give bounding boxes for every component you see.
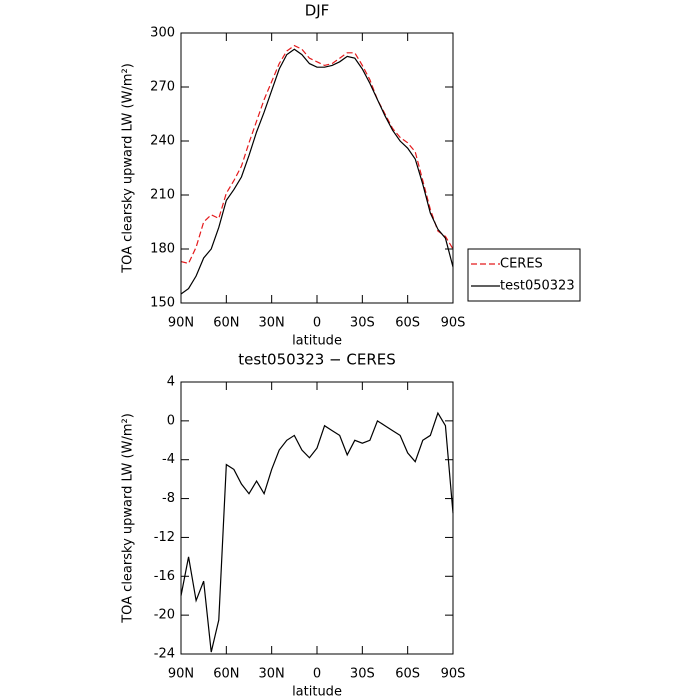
x-tick-label: 60S — [395, 316, 420, 331]
x-axis-label: latitude — [292, 334, 342, 349]
plot-frame — [180, 381, 454, 655]
y-tick-label: -4 — [162, 452, 175, 467]
x-tick-label: 30S — [350, 316, 375, 331]
x-tick-label: 90N — [168, 316, 194, 331]
y-tick-label: -24 — [154, 647, 175, 662]
x-tick-label: 30N — [259, 667, 285, 682]
x-tick-label: 60N — [213, 667, 239, 682]
y-tick-label: -16 — [154, 569, 175, 584]
x-tick-label: 0 — [313, 316, 321, 331]
y-axis-label: TOA clearsky upward LW (W/m²) — [121, 413, 136, 624]
y-tick-label: 180 — [150, 242, 175, 257]
plot-frame — [180, 32, 454, 304]
chart-title: test050323 − CERES — [238, 351, 396, 369]
y-tick-label: 240 — [150, 134, 175, 149]
y-tick-label: 270 — [150, 80, 175, 95]
legend-label: test050323 — [500, 279, 575, 294]
x-axis-label: latitude — [292, 685, 342, 700]
x-tick-label: 30N — [259, 316, 285, 331]
y-tick-label: 300 — [150, 26, 175, 41]
y-tick-label: -20 — [154, 608, 175, 623]
y-tick-label: 210 — [150, 188, 175, 203]
x-tick-label: 60S — [395, 667, 420, 682]
x-tick-label: 90N — [168, 667, 194, 682]
y-tick-label: -12 — [154, 530, 175, 545]
x-tick-label: 60N — [213, 316, 239, 331]
data-line — [180, 48, 454, 295]
y-axis-label: TOA clearsky upward LW (W/m²) — [121, 63, 136, 274]
y-tick-label: 150 — [150, 296, 175, 311]
legend-label: CERES — [500, 257, 543, 272]
data-line — [180, 44, 454, 265]
chart-title: DJF — [305, 2, 330, 20]
x-tick-label: 90S — [441, 667, 466, 682]
x-tick-label: 30S — [350, 667, 375, 682]
data-line — [180, 411, 454, 653]
y-tick-label: 4 — [167, 375, 175, 390]
y-tick-label: -8 — [162, 491, 175, 506]
x-tick-label: 90S — [441, 316, 466, 331]
x-tick-label: 0 — [313, 667, 321, 682]
legend-box — [467, 248, 581, 302]
y-tick-label: 0 — [167, 413, 175, 428]
